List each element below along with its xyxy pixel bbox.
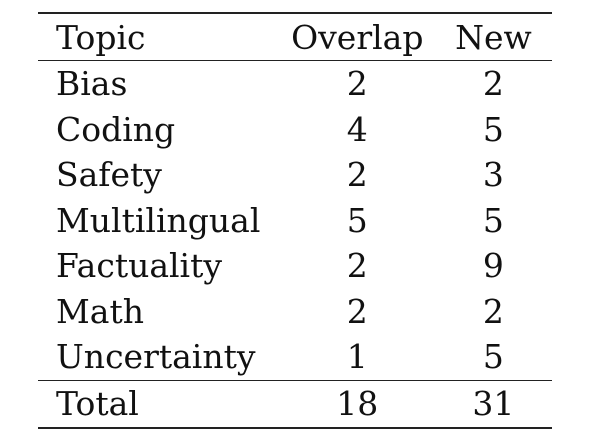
total-label: Total	[56, 384, 139, 423]
cell-topic: Bias	[56, 64, 128, 104]
cell-overlap: 2	[346, 291, 368, 331]
table-row: Safety 2 3	[38, 152, 552, 198]
topic-table: Topic Overlap New Bias 2 2 Coding 4 5 Sa…	[38, 12, 552, 429]
header-overlap: Overlap	[291, 17, 424, 57]
table-row: Bias 2 2	[38, 61, 552, 107]
total-new: 31	[472, 384, 515, 423]
cell-new: 2	[482, 64, 504, 104]
table-row: Factuality 2 9	[38, 243, 552, 289]
cell-new: 2	[482, 291, 504, 331]
table-row: Coding 4 5	[38, 107, 552, 153]
cell-topic: Coding	[56, 109, 176, 149]
cell-topic: Math	[56, 291, 144, 331]
table-row: Multilingual 5 5	[38, 198, 552, 244]
topic-table-container: Topic Overlap New Bias 2 2 Coding 4 5 Sa…	[38, 12, 552, 429]
cell-new: 9	[482, 246, 504, 286]
table-row: Uncertainty 1 5	[38, 334, 552, 380]
cell-new: 5	[482, 109, 504, 149]
cell-topic: Multilingual	[56, 200, 261, 240]
cell-new: 3	[482, 155, 504, 195]
cell-overlap: 4	[346, 109, 368, 149]
table-total-row: Total 18 31	[38, 380, 552, 428]
cell-topic: Safety	[56, 155, 162, 195]
cell-new: 5	[482, 200, 504, 240]
header-topic: Topic	[56, 17, 146, 57]
cell-overlap: 2	[346, 246, 368, 286]
cell-topic: Factuality	[56, 246, 223, 286]
cell-overlap: 1	[346, 337, 368, 377]
total-overlap: 18	[336, 384, 379, 423]
cell-topic: Uncertainty	[56, 337, 256, 377]
cell-new: 5	[482, 337, 504, 377]
table-row: Math 2 2	[38, 289, 552, 335]
cell-overlap: 5	[346, 200, 368, 240]
table-header-row: Topic Overlap New	[38, 13, 552, 61]
cell-overlap: 2	[346, 155, 368, 195]
header-new: New	[455, 17, 532, 57]
cell-overlap: 2	[346, 64, 368, 104]
